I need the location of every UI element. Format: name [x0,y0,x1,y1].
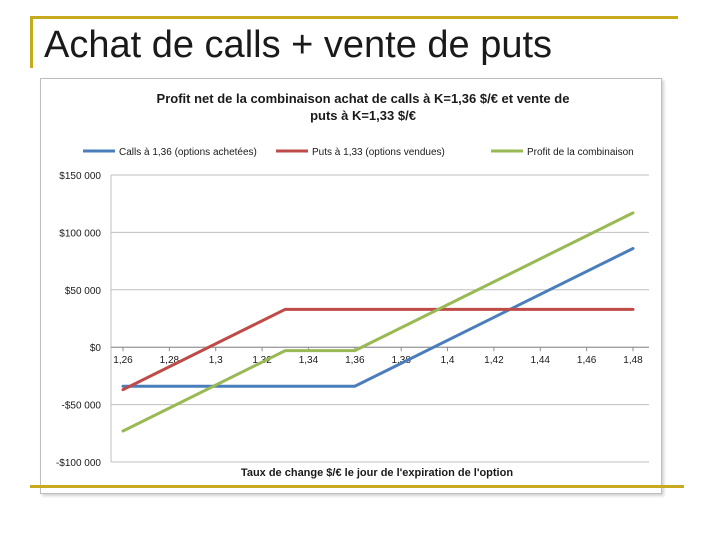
x-tick-label: 1,46 [577,355,597,366]
y-axis-ticks: $150 000 $100 000 $50 000 $0 -$50 000 -$100 0… [56,171,101,469]
chart-legend: Calls à 1,36 (options achetées) Puts à 1,… [83,147,634,158]
y-tick-label: $150 000 [59,171,101,182]
legend-label: Calls à 1,36 (options achetées) [119,147,257,158]
chart-title-line1: Profit net de la combinaison achat de ca… [157,91,570,106]
x-tick-label: 1,42 [484,355,504,366]
series-line-2 [121,307,635,392]
y-tick-label: -$100 000 [56,458,101,469]
slide-frame-top [30,16,678,19]
y-tick-label: $0 [90,343,102,354]
x-tick-label: 1,26 [113,355,133,366]
series-line-1 [121,246,635,388]
x-tick-label: 1,38 [391,355,411,366]
slide-title: Achat de calls + vente de puts [44,24,553,66]
legend-label: Profit de la combinaison [527,147,634,158]
x-tick-label: 1,48 [623,355,643,366]
x-tick-label: 1,34 [299,355,319,366]
chart-container: Profit net de la combinaison achat de ca… [40,78,662,494]
y-tick-label: $100 000 [59,228,101,239]
chart-series [121,211,635,433]
chart-title-line2: puts à K=1,33 $/€ [310,108,416,123]
y-tick-label: -$50 000 [62,401,102,412]
x-tick-label: 1,44 [531,355,551,366]
slide-frame-left [30,16,33,68]
legend-label: Puts à 1,33 (options vendues) [312,147,445,158]
x-tick-label: 1,28 [160,355,180,366]
x-tick-label: 1,3 [209,355,223,366]
series-line-3 [121,211,635,433]
chart-grid [110,174,649,463]
chart-svg: Profit net de la combinaison achat de ca… [56,91,649,479]
y-tick-label: $50 000 [65,286,102,297]
slide-frame-bottom [30,485,684,488]
x-tick-label: 1,4 [441,355,455,366]
x-tick-label: 1,36 [345,355,365,366]
x-axis-label: Taux de change $/€ le jour de l'expirati… [241,467,513,479]
